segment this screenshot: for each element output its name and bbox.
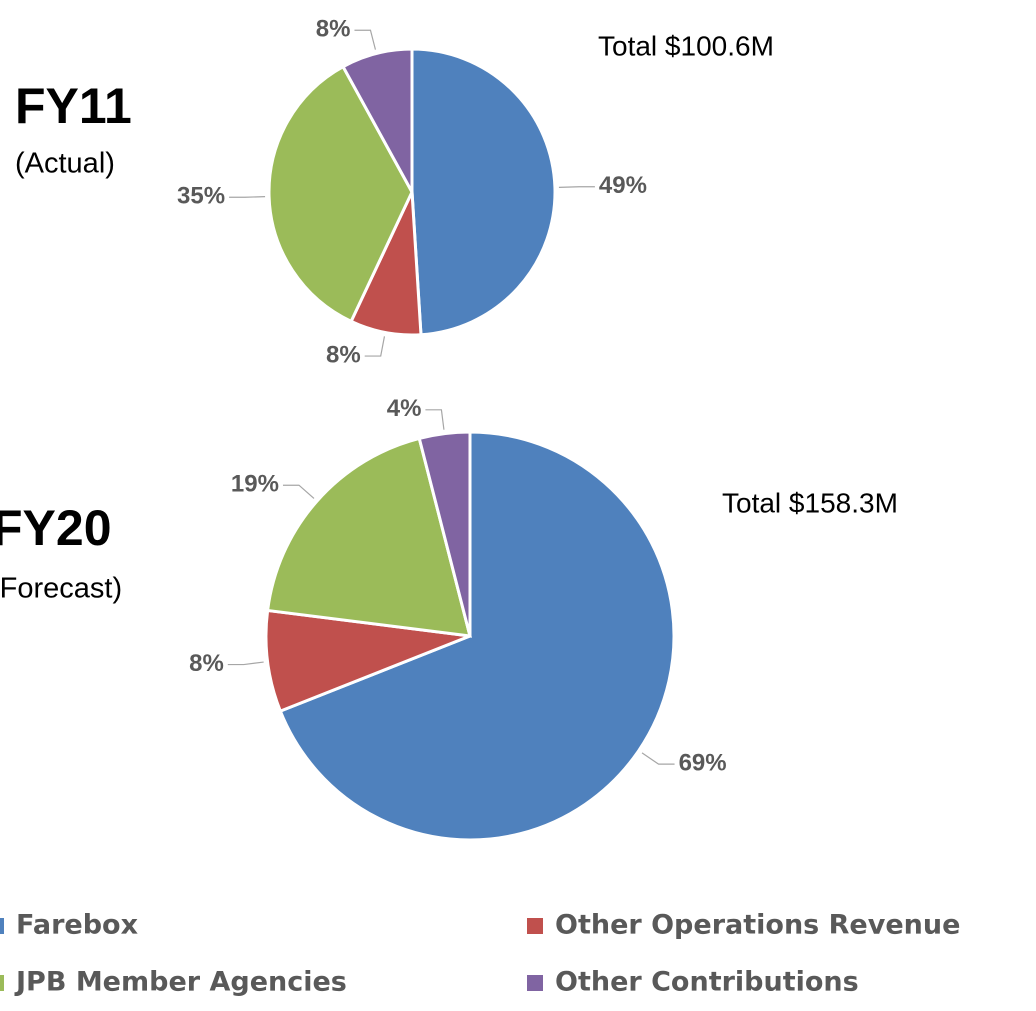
leader-line xyxy=(558,186,595,188)
pie-slice xyxy=(264,608,471,714)
leader-line xyxy=(229,196,266,198)
pie-subtitle: (Actual) xyxy=(15,148,115,180)
data-label: 4% xyxy=(387,395,422,422)
leader-line xyxy=(354,29,377,50)
legend-label: Other Contributions xyxy=(555,967,859,998)
leader-line xyxy=(364,336,386,357)
legend-label: Farebox xyxy=(16,910,138,941)
legend-swatch xyxy=(527,975,543,991)
total-annotation: Total $158.3M xyxy=(722,487,898,518)
pie-slice xyxy=(410,47,557,337)
data-label: 49% xyxy=(599,172,647,199)
data-label: 8% xyxy=(316,16,351,43)
legend-swatch xyxy=(0,975,4,991)
data-label: 19% xyxy=(231,471,279,498)
pie-slice xyxy=(417,430,472,637)
legend-label: JPB Member Agencies xyxy=(14,967,347,998)
total-annotation: Total $100.6M xyxy=(598,30,774,61)
leader-line xyxy=(227,661,264,666)
pie-subtitle: (Forecast) xyxy=(0,573,122,605)
leader-line xyxy=(641,752,675,765)
legend-swatch xyxy=(527,918,543,934)
pie-title: FY11 xyxy=(15,78,132,134)
data-label: 8% xyxy=(189,650,224,677)
pie-slice xyxy=(265,436,473,638)
legend-label: Other Operations Revenue xyxy=(555,910,960,941)
leader-line xyxy=(282,484,315,499)
data-label: 35% xyxy=(177,183,225,210)
data-label: 69% xyxy=(679,749,727,776)
data-label: 8% xyxy=(326,341,361,368)
pie-title: FY20 xyxy=(0,500,112,556)
pie-slice xyxy=(278,430,676,842)
pie-slice xyxy=(341,47,414,193)
legend-swatch xyxy=(0,918,4,934)
pie-slice xyxy=(267,64,414,324)
leader-line xyxy=(425,409,445,430)
